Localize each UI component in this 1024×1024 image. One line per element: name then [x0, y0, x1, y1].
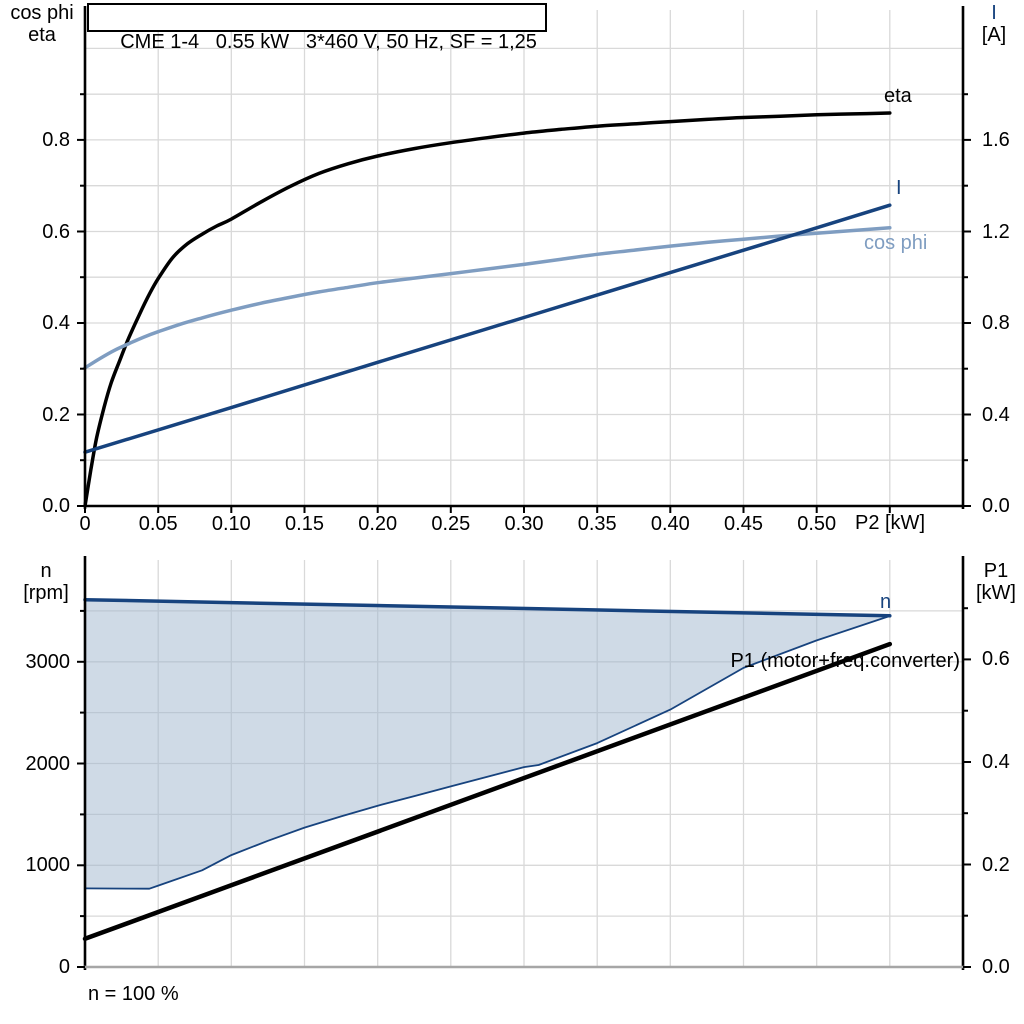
title-box: CME 1-4 0.55 kW 3*460 V, 50 Hz, SF = 1,2… — [87, 3, 547, 53]
series-n — [83, 597, 892, 618]
bottom-right-axis-title: P1 [kW] — [970, 560, 1022, 604]
series-n-range-lower — [84, 615, 891, 890]
cos-phi-curve-label: cos phi — [864, 232, 928, 254]
current-curve-label: I — [896, 177, 902, 199]
speed-footnote: n = 100 % — [88, 983, 179, 1005]
series-i — [83, 203, 892, 454]
top-right-axis-title: I [A] — [970, 2, 1018, 46]
bottom-left-axis-title: n [rpm] — [8, 560, 84, 604]
top-left-axis-title: cos phi eta — [4, 2, 80, 46]
p1-curve-label: P1 (motor+freq.converter) — [730, 650, 960, 672]
series-cos-phi — [83, 226, 892, 370]
axis-title-eta: eta — [28, 24, 56, 46]
axis-title-current: I — [991, 2, 997, 24]
eta-curve-label: eta — [884, 85, 912, 107]
axis-title-ampere-unit: [A] — [981, 24, 1007, 46]
axis-title-speed: n — [40, 560, 52, 582]
speed-operating-region — [85, 599, 890, 889]
axis-title-p1: P1 — [983, 560, 1009, 582]
chart-title: CME 1-4 0.55 kW 3*460 V, 50 Hz, SF = 1,2… — [120, 31, 537, 53]
speed-curve-label: n — [880, 591, 892, 613]
axis-title-rpm-unit: [rpm] — [23, 582, 69, 604]
axis-title-cos-phi: cos phi — [10, 2, 74, 24]
series-eta — [83, 111, 892, 508]
x-axis-title: P2 [kW] — [854, 512, 925, 534]
series-p1-motor-freq-converter- — [82, 641, 893, 942]
axis-title-kw-unit: [kW] — [976, 582, 1016, 604]
